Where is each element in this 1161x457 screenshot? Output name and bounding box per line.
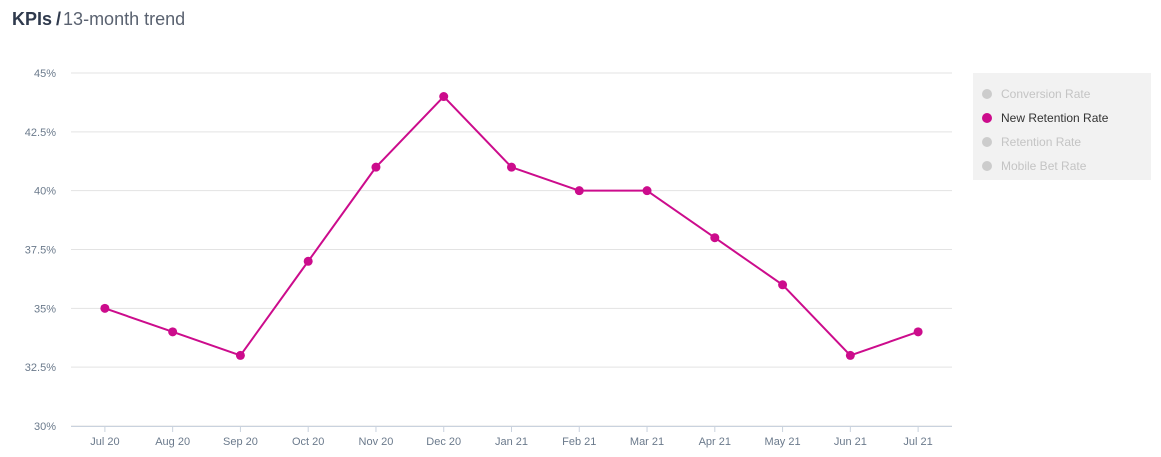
y-tick-label: 37.5% bbox=[25, 245, 56, 257]
data-point bbox=[710, 233, 720, 243]
x-tick-label: Mar 21 bbox=[630, 436, 664, 448]
legend-item-mobile-bet-rate[interactable]: Mobile Bet Rate bbox=[973, 154, 1151, 178]
legend-item-new-retention-rate[interactable]: New Retention Rate bbox=[973, 106, 1151, 130]
data-point bbox=[642, 186, 652, 196]
data-point bbox=[235, 350, 245, 360]
y-tick-label: 30% bbox=[34, 421, 56, 433]
legend-dot-icon bbox=[982, 113, 992, 123]
x-tick-label: Jan 21 bbox=[495, 436, 528, 448]
series-line bbox=[104, 95, 919, 357]
x-tick-label: Dec 20 bbox=[426, 436, 461, 448]
y-tick-label: 40% bbox=[34, 186, 56, 198]
x-tick-label: Nov 20 bbox=[359, 436, 394, 448]
data-point bbox=[845, 350, 855, 360]
legend-dot-icon bbox=[982, 161, 992, 171]
legend-label: Conversion Rate bbox=[1001, 87, 1091, 101]
data-point bbox=[303, 256, 313, 266]
data-point bbox=[778, 280, 788, 290]
data-point bbox=[507, 162, 516, 172]
data-point bbox=[168, 327, 178, 337]
x-tick-label: May 21 bbox=[765, 436, 801, 448]
x-tick-label: Aug 20 bbox=[155, 436, 190, 448]
chart-legend: Conversion Rate New Retention Rate Reten… bbox=[973, 73, 1151, 180]
y-tick-label: 35% bbox=[34, 303, 56, 315]
title-separator: / bbox=[56, 9, 62, 29]
y-tick-label: 32.5% bbox=[25, 362, 56, 374]
data-point bbox=[100, 303, 110, 313]
legend-item-conversion-rate[interactable]: Conversion Rate bbox=[973, 82, 1151, 106]
y-tick-label: 45% bbox=[34, 68, 56, 80]
data-point bbox=[371, 162, 381, 172]
legend-label: Mobile Bet Rate bbox=[1001, 159, 1087, 173]
x-tick-label: Jun 21 bbox=[834, 436, 867, 448]
x-tick-label: Sep 20 bbox=[223, 436, 258, 448]
title-main: KPIs bbox=[12, 9, 53, 29]
x-tick-label: Apr 21 bbox=[699, 436, 731, 448]
x-tick-label: Oct 20 bbox=[292, 436, 324, 448]
data-point bbox=[913, 327, 923, 337]
legend-dot-icon bbox=[982, 137, 992, 147]
legend-label: New Retention Rate bbox=[1001, 111, 1109, 125]
legend-dot-icon bbox=[982, 89, 992, 99]
data-point bbox=[574, 186, 584, 196]
x-tick-label: Jul 20 bbox=[90, 436, 119, 448]
legend-label: Retention Rate bbox=[1001, 135, 1082, 149]
data-point bbox=[439, 92, 449, 102]
title-subtitle: 13-month trend bbox=[63, 9, 186, 29]
y-tick-label: 42.5% bbox=[25, 127, 56, 139]
page-title: KPIs/13-month trend bbox=[12, 8, 185, 30]
x-tick-label: Jul 21 bbox=[903, 436, 932, 448]
x-tick-label: Feb 21 bbox=[562, 436, 596, 448]
legend-item-retention-rate[interactable]: Retention Rate bbox=[973, 130, 1151, 154]
